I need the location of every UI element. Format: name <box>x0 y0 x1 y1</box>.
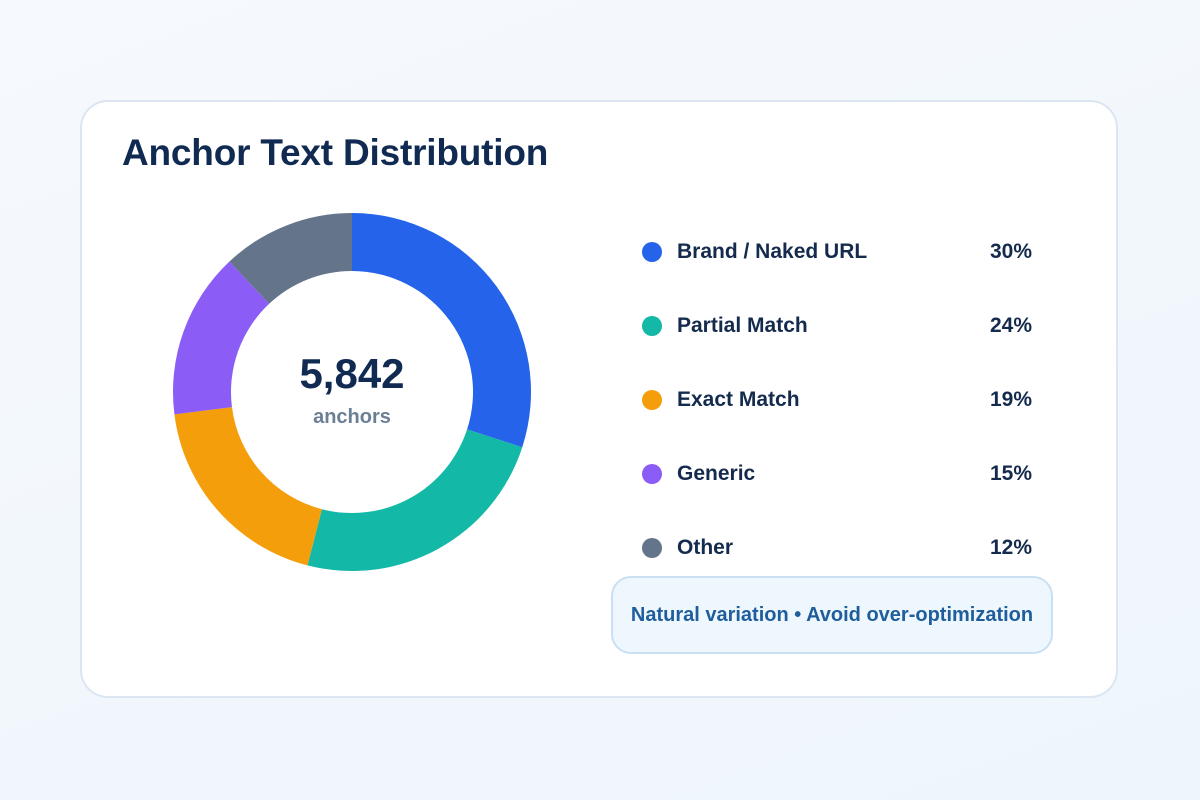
legend-label: Generic <box>677 462 756 485</box>
legend-color-dot <box>642 316 662 336</box>
chart-card: Anchor Text Distribution 5,842 anchors B… <box>80 100 1118 698</box>
chart-title: Anchor Text Distribution <box>122 132 549 173</box>
legend-value: 30% <box>989 240 1032 263</box>
legend-label: Exact Match <box>677 388 800 411</box>
donut-slice-exact-match <box>174 407 322 566</box>
donut-slice-partial-match <box>307 429 523 571</box>
donut-slice-brand-naked-url <box>352 213 531 448</box>
legend-color-dot <box>642 464 662 484</box>
donut-slice-generic <box>173 261 270 415</box>
note-box: Natural variation • Avoid over-optimizat… <box>611 576 1053 654</box>
legend-value: 15% <box>989 462 1032 485</box>
legend-item: Other 12% <box>642 533 1032 563</box>
donut-slice-other <box>229 213 352 304</box>
legend-item: Brand / Naked URL 30% <box>642 237 1032 267</box>
legend-label: Brand / Naked URL <box>677 240 868 263</box>
legend-item: Partial Match 24% <box>642 311 1032 341</box>
legend-color-dot <box>642 242 662 262</box>
legend-label: Other <box>677 536 734 559</box>
legend-label: Partial Match <box>677 314 808 337</box>
legend-value: 24% <box>989 314 1032 337</box>
legend-item: Generic 15% <box>642 459 1032 489</box>
note-text: Natural variation • Avoid over-optimizat… <box>630 603 1034 626</box>
legend-color-dot <box>642 390 662 410</box>
donut-chart: 5,842 anchors <box>173 213 531 571</box>
legend-color-dot <box>642 538 662 558</box>
center-label: anchors <box>313 406 391 428</box>
center-value: 5,842 <box>299 350 404 397</box>
legend-value: 19% <box>989 388 1032 411</box>
legend-value: 12% <box>989 536 1032 559</box>
legend-item: Exact Match 19% <box>642 385 1032 415</box>
